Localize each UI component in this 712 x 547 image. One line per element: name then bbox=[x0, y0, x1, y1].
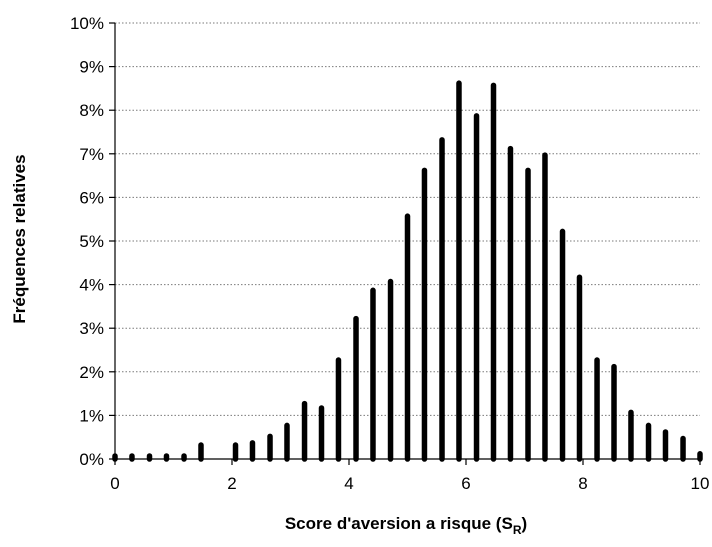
y-tick-label: 6% bbox=[79, 188, 104, 207]
gridlines bbox=[115, 22, 700, 416]
x-tick-label: 0 bbox=[110, 474, 119, 493]
y-tick-label: 3% bbox=[79, 319, 104, 338]
x-axis-title-main: Score d'aversion a risque (S bbox=[285, 514, 513, 533]
y-tick-labels: 0% 1% 2% 3% 4% 5% 6% 7% 8% 9% 10% bbox=[70, 14, 104, 469]
x-tick-labels: 0 2 4 6 8 10 bbox=[110, 474, 709, 493]
y-tick-label: 7% bbox=[79, 145, 104, 164]
y-tick-label: 5% bbox=[79, 232, 104, 251]
bars bbox=[112, 80, 703, 462]
x-tick-label: 8 bbox=[578, 474, 587, 493]
axes bbox=[109, 22, 701, 465]
x-axis-title-subscript: R bbox=[513, 523, 522, 537]
x-axis-title: Score d'aversion a risque (SR) bbox=[285, 514, 527, 537]
x-tick-label: 6 bbox=[461, 474, 470, 493]
y-tick-label: 2% bbox=[79, 363, 104, 382]
y-tick-label: 0% bbox=[79, 450, 104, 469]
x-tick-label: 10 bbox=[691, 474, 710, 493]
y-tick-label: 1% bbox=[79, 406, 104, 425]
x-tick-label: 2 bbox=[227, 474, 236, 493]
y-tick-label: 8% bbox=[79, 101, 104, 120]
y-tick-label: 4% bbox=[79, 276, 104, 295]
x-axis-title-suffix: ) bbox=[521, 514, 527, 533]
y-axis-title: Fréquences relatives bbox=[10, 154, 29, 323]
y-tick-label: 10% bbox=[70, 14, 104, 33]
y-tick-label: 9% bbox=[79, 58, 104, 77]
x-tick-label: 4 bbox=[344, 474, 353, 493]
